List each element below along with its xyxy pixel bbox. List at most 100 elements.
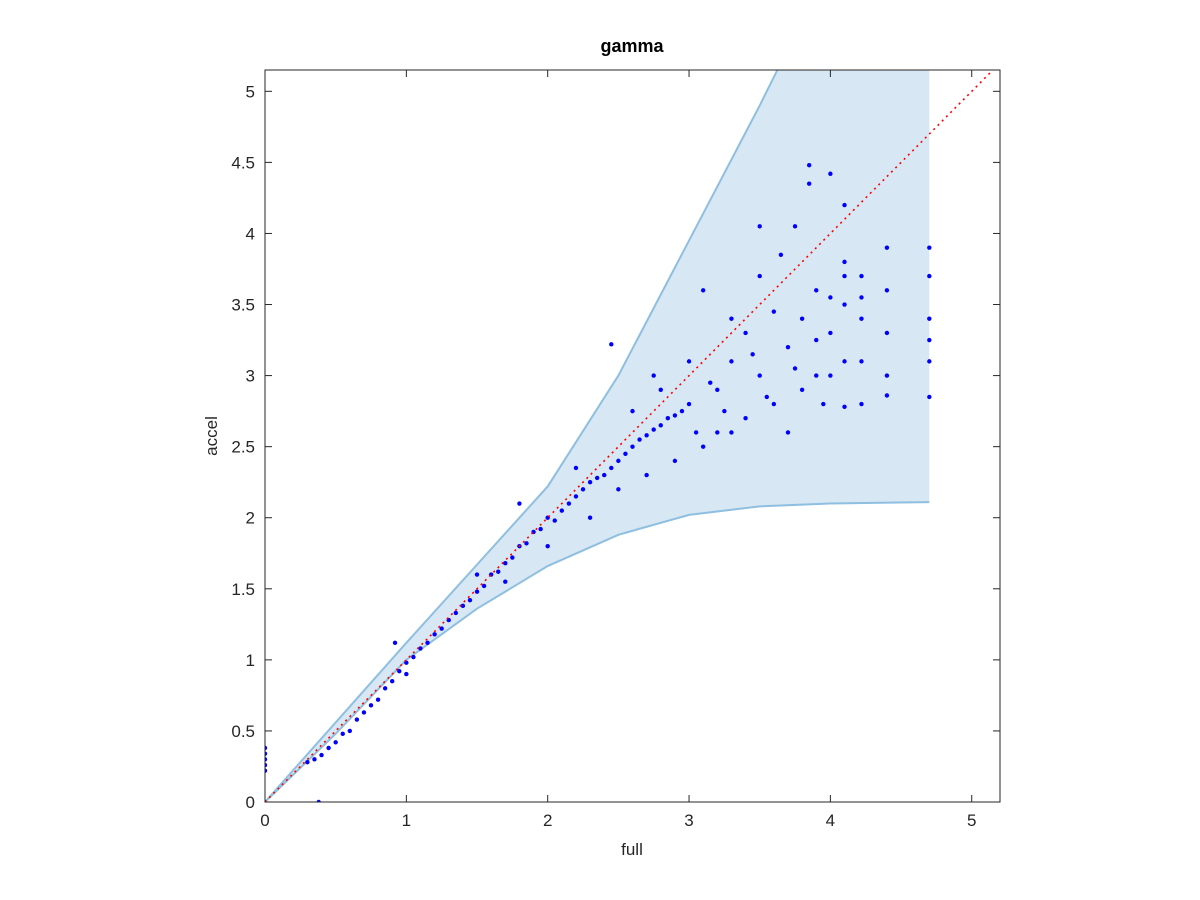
point xyxy=(623,451,628,456)
point xyxy=(927,273,932,279)
point xyxy=(700,288,706,293)
point xyxy=(481,583,487,589)
point xyxy=(842,202,847,208)
y-tick-label: 1.5 xyxy=(231,580,255,599)
point xyxy=(382,686,388,691)
point xyxy=(806,163,812,168)
point xyxy=(637,437,642,442)
point xyxy=(573,465,579,471)
y-tick-label: 3 xyxy=(246,367,255,386)
point xyxy=(729,316,734,321)
point xyxy=(517,501,522,506)
point xyxy=(778,252,784,257)
point xyxy=(672,458,678,464)
point xyxy=(587,479,593,485)
point xyxy=(743,330,748,336)
point xyxy=(842,302,847,307)
point xyxy=(859,295,864,300)
point xyxy=(679,408,685,414)
point xyxy=(524,541,529,546)
point xyxy=(552,518,557,523)
band-upper-edge xyxy=(265,70,779,802)
point xyxy=(594,475,600,481)
point xyxy=(538,526,543,532)
y-axis-label: accel xyxy=(202,416,221,456)
point xyxy=(672,413,678,418)
point xyxy=(411,654,416,660)
point xyxy=(474,572,480,577)
point xyxy=(792,366,798,371)
point xyxy=(545,543,550,549)
y-tick-label: 1 xyxy=(246,651,255,670)
point xyxy=(884,373,890,378)
point xyxy=(814,373,819,378)
point xyxy=(616,487,621,492)
point xyxy=(785,344,791,350)
point xyxy=(842,273,847,279)
point xyxy=(665,416,671,421)
point xyxy=(785,430,791,435)
point xyxy=(700,444,706,449)
point xyxy=(265,762,268,768)
x-tick-label: 0 xyxy=(260,811,269,830)
y-tick-label: 3.5 xyxy=(231,296,255,315)
plot-area xyxy=(265,70,995,802)
point xyxy=(757,373,762,378)
point xyxy=(722,408,727,414)
point xyxy=(927,316,932,321)
y-tick-label: 4.5 xyxy=(231,153,255,172)
point xyxy=(319,752,324,758)
point xyxy=(425,640,430,646)
point xyxy=(354,717,360,722)
point xyxy=(265,751,268,756)
point xyxy=(821,401,826,407)
point xyxy=(729,359,734,364)
point xyxy=(602,472,607,478)
point xyxy=(693,430,699,435)
point xyxy=(390,678,395,684)
point xyxy=(686,401,692,407)
point xyxy=(814,337,819,343)
point xyxy=(842,359,847,364)
point xyxy=(265,745,268,751)
point xyxy=(510,555,515,560)
point xyxy=(792,224,798,229)
x-tick-label: 1 xyxy=(402,811,411,830)
point xyxy=(828,295,833,300)
point xyxy=(799,316,805,321)
point xyxy=(460,603,466,609)
point xyxy=(764,394,769,400)
point xyxy=(658,387,663,393)
point xyxy=(651,373,656,378)
point xyxy=(708,380,713,385)
point xyxy=(503,579,508,584)
point xyxy=(559,508,565,513)
point xyxy=(453,610,459,616)
point xyxy=(814,288,819,293)
point xyxy=(828,373,833,378)
point xyxy=(333,740,338,745)
point xyxy=(347,728,353,734)
point xyxy=(316,799,321,802)
point xyxy=(404,671,409,677)
point xyxy=(503,561,508,566)
point xyxy=(651,427,656,432)
y-tick-label: 2.5 xyxy=(231,438,255,457)
point xyxy=(828,330,833,336)
point xyxy=(474,589,480,594)
point xyxy=(432,632,437,637)
point xyxy=(580,487,586,492)
point xyxy=(609,342,614,347)
point xyxy=(842,259,847,265)
point xyxy=(630,444,635,449)
x-tick-label: 5 xyxy=(967,811,976,830)
point xyxy=(842,404,847,410)
point xyxy=(757,224,762,229)
x-tick-label: 4 xyxy=(826,811,835,830)
axes-box xyxy=(264,69,1001,803)
point xyxy=(616,458,621,464)
point xyxy=(340,731,345,736)
y-tick-label: 0 xyxy=(246,793,255,812)
point xyxy=(630,408,635,414)
